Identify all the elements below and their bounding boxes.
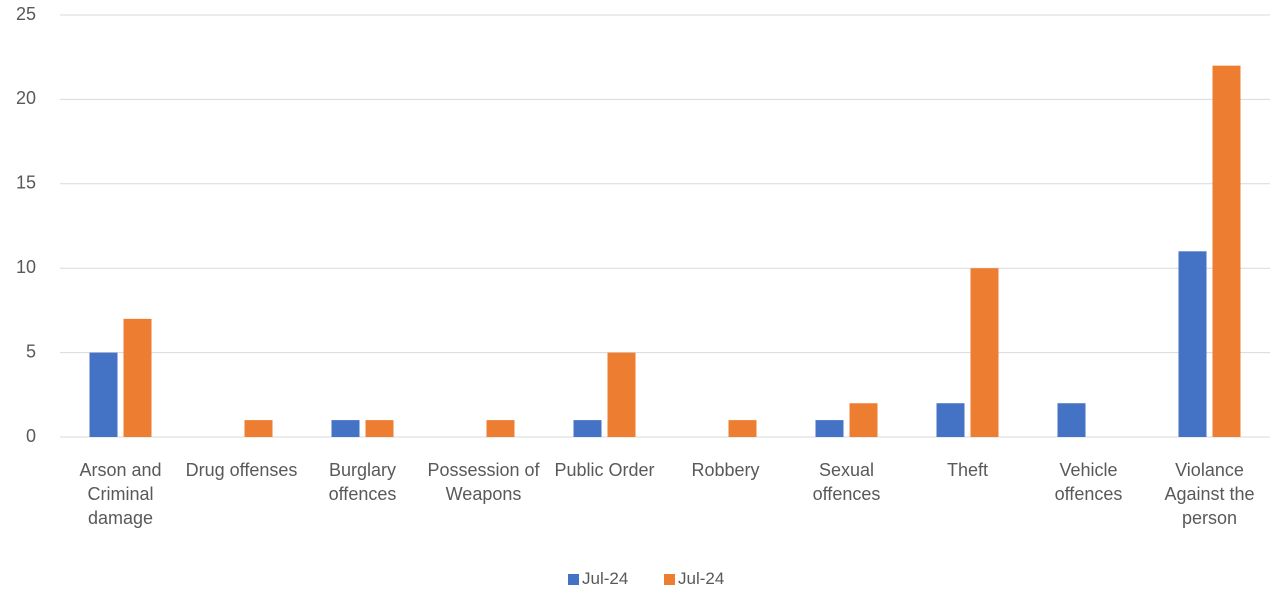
bar <box>123 318 152 437</box>
bar <box>1212 65 1241 437</box>
bar <box>849 403 878 437</box>
bar <box>89 352 118 437</box>
x-tick-label: Public Order <box>554 460 655 480</box>
y-tick-label: 15 <box>16 173 36 193</box>
bar <box>331 420 360 437</box>
bar <box>936 403 965 437</box>
bar <box>244 420 273 437</box>
bar <box>728 420 757 437</box>
y-tick-label: 25 <box>16 4 36 24</box>
y-tick-label: 10 <box>16 257 36 277</box>
legend-label: Jul-24 <box>678 569 725 588</box>
legend-swatch <box>664 573 675 585</box>
x-tick-label: Burglary offences <box>328 460 397 504</box>
bar <box>607 352 636 437</box>
x-tick-label: Vehicle offences <box>1054 460 1123 504</box>
x-tick-label: Arson and Criminal damage <box>79 460 162 528</box>
legend-swatch <box>568 573 579 585</box>
x-tick-label: Robbery <box>691 460 760 480</box>
bar <box>486 420 515 437</box>
y-tick-label: 5 <box>26 341 36 361</box>
x-tick-label: Theft <box>946 460 989 480</box>
bar <box>815 420 844 437</box>
x-tick-label: Violance Against the person <box>1164 460 1255 528</box>
bar <box>1057 403 1086 437</box>
y-tick-label: 20 <box>16 88 36 108</box>
legend-label: Jul-24 <box>582 569 629 588</box>
y-tick-label: 0 <box>26 426 36 446</box>
x-tick-label: Sexual offences <box>812 460 881 504</box>
bar <box>365 420 394 437</box>
bar <box>970 268 999 437</box>
bar <box>573 420 602 437</box>
bar <box>1178 251 1207 437</box>
legend-item: Jul-24 <box>664 568 724 590</box>
x-tick-label: Drug offenses <box>185 460 298 480</box>
legend-item: Jul-24 <box>568 568 628 590</box>
x-tick-label: Possession of Weapons <box>427 460 540 504</box>
